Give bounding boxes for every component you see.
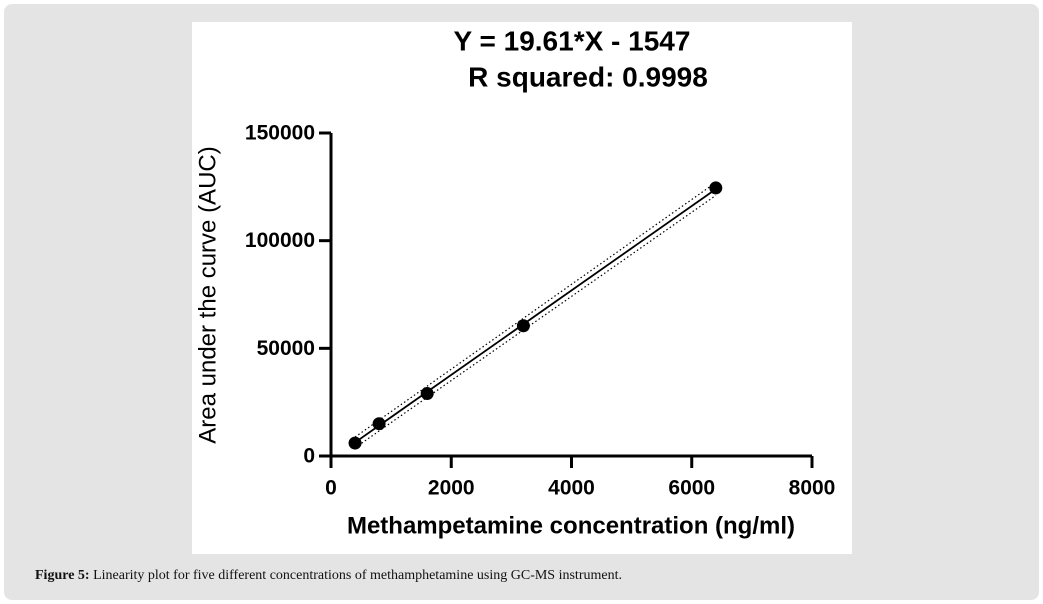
x-tick-label: 2000	[428, 477, 475, 500]
caption: Figure 5: Linearity plot for five differ…	[35, 568, 622, 584]
confidence-band-upper	[354, 182, 717, 438]
confidence-band-lower	[354, 194, 717, 449]
chart-subtitle: R squared: 0.9998	[468, 61, 708, 92]
point	[420, 387, 434, 401]
y-tick-label: 150000	[245, 122, 315, 145]
plot-panel	[192, 22, 852, 554]
x-tick-label: 0	[325, 477, 337, 500]
x-axis-label: Methampetamine concentration (ng/ml)	[347, 512, 795, 539]
x-tick-label: 4000	[548, 477, 595, 500]
y-tick-label: 100000	[245, 229, 315, 252]
y-tick-label: 50000	[257, 337, 315, 360]
point	[372, 417, 386, 431]
fit-line	[354, 188, 717, 444]
point	[709, 181, 723, 195]
y-tick-label: 0	[303, 445, 315, 468]
chart-title: Y = 19.61*X - 1547	[454, 25, 691, 56]
point	[348, 436, 362, 450]
point	[516, 319, 530, 333]
caption-label: Figure 5:	[35, 568, 90, 583]
x-tick-label: 8000	[789, 477, 836, 500]
caption-text: Linearity plot for five different concen…	[93, 568, 622, 583]
x-tick-label: 6000	[668, 477, 715, 500]
y-axis-label: Area under the curve (AUC)	[194, 146, 221, 443]
